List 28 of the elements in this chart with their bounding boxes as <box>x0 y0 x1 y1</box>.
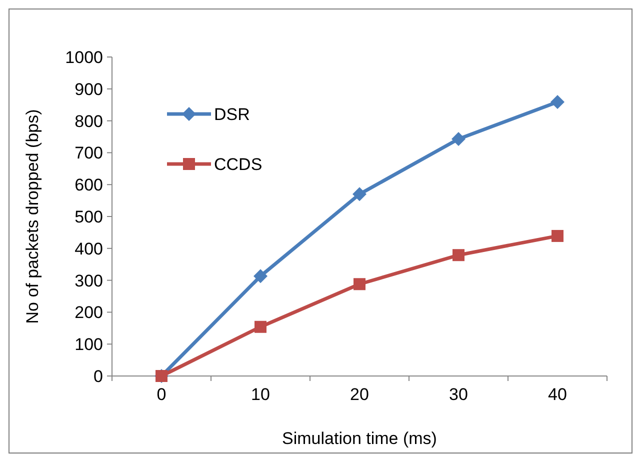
y-axis-title: No of packets dropped (bps) <box>23 109 42 324</box>
point <box>452 249 464 262</box>
y-tick-label: 400 <box>74 239 103 258</box>
point <box>550 94 564 109</box>
point <box>254 320 266 333</box>
y-tick-label: 0 <box>94 366 103 386</box>
y-tick-label: 600 <box>74 176 103 195</box>
y-tick-label: 200 <box>74 303 103 322</box>
y-tick-label: 100 <box>74 335 103 354</box>
x-tick-label: 10 <box>251 385 270 404</box>
x-tick-label: 40 <box>548 385 567 404</box>
point <box>254 269 268 284</box>
y-tick-label: 800 <box>74 112 103 131</box>
y-tick-label: 900 <box>74 80 103 99</box>
x-tick-label: 20 <box>350 385 369 404</box>
y-tick-label: 300 <box>74 271 103 290</box>
y-tick-label: 1000 <box>65 48 103 67</box>
y-tick-label: 500 <box>74 207 103 226</box>
point <box>352 187 366 202</box>
point <box>552 230 564 242</box>
point <box>452 132 466 146</box>
x-axis-title: Simulation time (ms) <box>282 429 437 448</box>
point <box>354 278 366 290</box>
legend-label: DSR <box>214 104 250 124</box>
x-tick-label: 30 <box>449 385 468 404</box>
x-tick-label: 0 <box>156 385 166 404</box>
y-tick-label: 700 <box>74 144 103 163</box>
legend-label: CCDS <box>214 154 262 174</box>
